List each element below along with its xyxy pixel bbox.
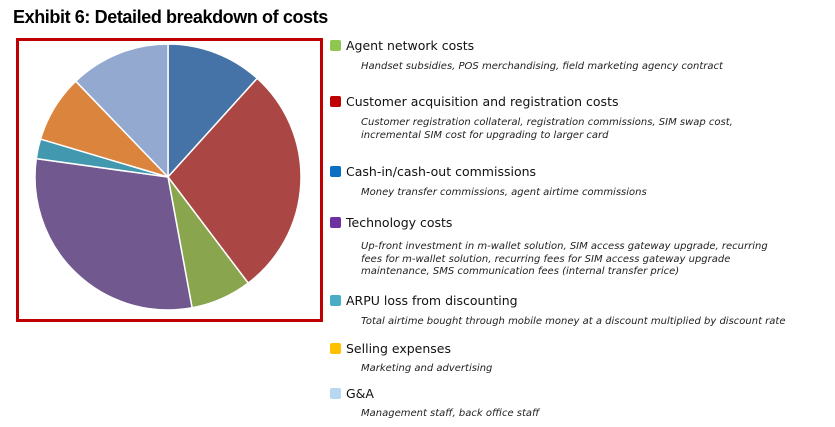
pie-slice: Technology costs (34, 157, 193, 311)
legend-description: Customer registration collateral, regist… (361, 117, 733, 141)
legend-label: Customer acquisition and registration co… (346, 94, 619, 109)
pie-slice: G&A (74, 43, 169, 178)
legend-label: Technology costs (346, 215, 453, 230)
pie-slice: Cash-in/cash-out commissions (167, 43, 258, 178)
legend-swatch-icon (330, 166, 341, 177)
legend-label: Agent network costs (346, 38, 475, 53)
pie-slice: Customer acquisition and registration co… (167, 77, 302, 284)
legend-description: Money transfer commissions, agent airtim… (361, 187, 647, 198)
legend-label: G&A (346, 386, 374, 401)
legend-label: ARPU loss from discounting (346, 293, 518, 308)
pie-chart: Cash-in/cash-out commissionsCustomer acq… (34, 43, 302, 311)
legend-swatch-icon (330, 388, 341, 399)
legend-swatch-icon (330, 343, 341, 354)
legend-description: Management staff, back office staff (361, 408, 540, 419)
legend-swatch-icon (330, 217, 341, 228)
legend-description: Handset subsidies, POS merchandising, fi… (361, 61, 723, 72)
legend-description: Marketing and advertising (361, 363, 493, 374)
legend-description: Total airtime bought through mobile mone… (361, 316, 786, 327)
legend-swatch-icon (330, 295, 341, 306)
legend-description: Up-front investment in m-wallet solution… (361, 241, 768, 277)
legend-label: Selling expenses (346, 341, 452, 356)
exhibit-title: Exhibit 6: Detailed breakdown of costs (13, 7, 328, 27)
pie-chart-frame: Cash-in/cash-out commissionsCustomer acq… (16, 38, 323, 322)
legend-label: Cash-in/cash-out commissions (346, 164, 537, 179)
legend-swatch-icon (330, 96, 341, 107)
legend-swatch-icon (330, 40, 341, 51)
